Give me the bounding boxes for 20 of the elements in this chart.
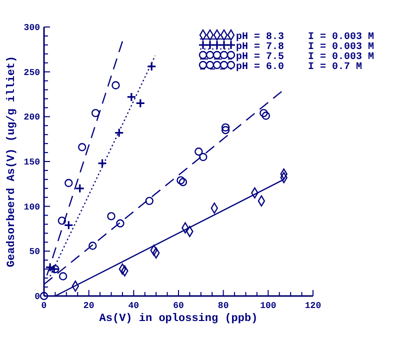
y-axis-title: Geadsorbeerd As(V) (ug/g illiet) [6, 56, 18, 268]
legend-label: pH = 7.8 I = 0.003 M [236, 42, 374, 53]
legend-label: pH = 7.5 I = 0.003 M [236, 52, 374, 63]
y-tick-label: 200 [24, 112, 40, 123]
y-tick-label: 0 [34, 292, 40, 302]
x-tick-label: 100 [260, 301, 276, 311]
y-tick-label: 300 [24, 23, 40, 33]
legend-label: pH = 8.3 I = 0.003 M [236, 32, 374, 43]
x-tick-label: 60 [173, 301, 184, 311]
x-tick-label: 80 [218, 301, 229, 311]
x-tick-label: 120 [304, 301, 322, 311]
x-axis-title: As(V) in oplossing (ppb) [99, 313, 258, 325]
y-tick-label: 50 [29, 247, 40, 258]
x-tick-label: 40 [128, 301, 140, 311]
y-tick-label: 250 [24, 68, 40, 78]
x-tick-label: 20 [83, 301, 94, 311]
x-tick-label: 0 [41, 301, 47, 311]
y-tick-label: 150 [24, 158, 40, 168]
y-tick-label: 100 [24, 202, 40, 212]
legend-label: pH = 6.0 I = 0.7 M [236, 62, 362, 73]
